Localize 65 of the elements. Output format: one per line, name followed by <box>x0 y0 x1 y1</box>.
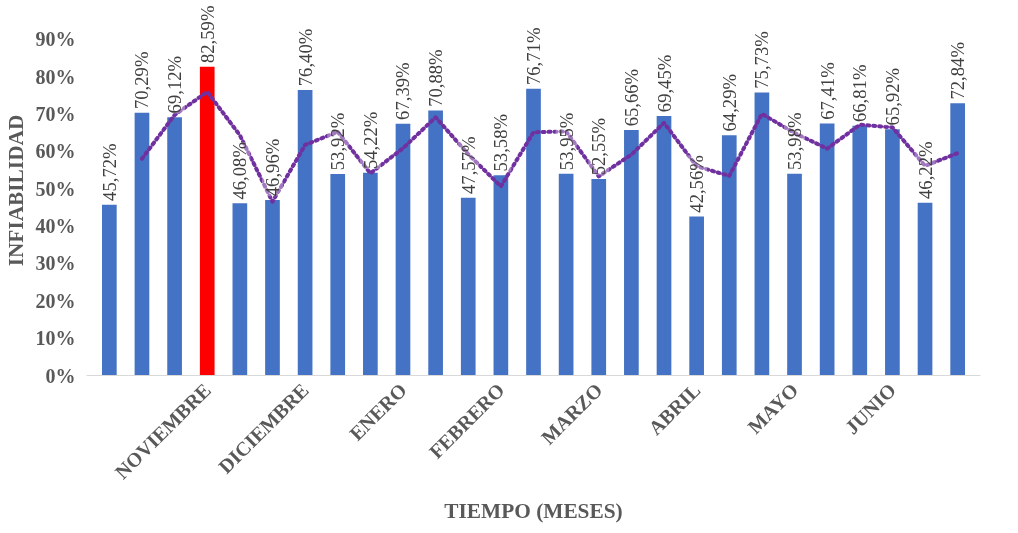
bar <box>689 216 704 376</box>
bar <box>460 197 476 376</box>
data-label: 45,72% <box>98 143 120 201</box>
data-label: 42,56% <box>686 155 708 213</box>
bar <box>656 115 672 376</box>
y-tick-label: 20% <box>35 289 76 312</box>
data-label: 53,58% <box>490 113 512 172</box>
data-label: 65,66% <box>620 68 642 127</box>
bar <box>558 173 574 376</box>
y-tick-label: 90% <box>35 28 76 51</box>
data-label: 75,73% <box>751 31 773 89</box>
bar <box>232 203 248 376</box>
bar <box>721 135 737 376</box>
bar <box>363 172 378 376</box>
y-tick-label: 40% <box>35 215 76 238</box>
data-label: 76,71% <box>523 27 544 86</box>
data-label: 47,57% <box>457 136 479 194</box>
data-label: 64,29% <box>718 73 740 132</box>
data-label: 69,45% <box>653 54 675 113</box>
y-tick-label: 50% <box>35 177 76 200</box>
bar <box>950 103 965 376</box>
bar <box>428 110 443 376</box>
data-label: 70,88% <box>425 49 447 107</box>
data-label: 46,22% <box>914 141 936 200</box>
bar <box>819 123 835 376</box>
bar <box>395 123 411 376</box>
y-tick-label: 0% <box>45 364 76 387</box>
bar <box>134 112 150 376</box>
y-tick-label: 80% <box>35 65 76 88</box>
data-label: 53,95% <box>555 112 577 171</box>
bar <box>624 130 639 376</box>
data-label: 67,41% <box>816 62 838 120</box>
y-axis-title: INFIABILIDAD <box>3 114 28 267</box>
data-label: 46,08% <box>229 142 251 200</box>
bar <box>852 125 868 376</box>
bar <box>787 173 802 376</box>
data-label: 53,92% <box>327 112 349 171</box>
bar <box>297 89 313 376</box>
x-axis-title: TIEMPO (MESES) <box>444 498 623 523</box>
bar <box>493 175 509 376</box>
data-label: 46,96% <box>261 138 283 197</box>
data-label: 53,98% <box>784 112 806 171</box>
y-tick-label: 30% <box>35 252 76 275</box>
bar <box>330 173 346 376</box>
bar <box>754 92 770 376</box>
bar <box>526 88 541 376</box>
bar <box>885 129 900 376</box>
data-label: 52,55% <box>588 117 610 176</box>
data-label: 54,22% <box>359 111 381 170</box>
data-label: 82,59% <box>196 5 218 64</box>
bar <box>167 117 182 376</box>
y-tick-label: 70% <box>35 102 76 125</box>
y-tick-label: 60% <box>35 140 76 163</box>
data-label: 70,29% <box>131 51 153 110</box>
bar <box>102 204 117 376</box>
bar <box>199 66 215 376</box>
data-label: 66,81% <box>849 64 871 123</box>
data-label: 76,40% <box>294 28 316 87</box>
y-tick-label: 10% <box>35 327 76 350</box>
data-label: 72,84% <box>947 42 969 100</box>
bar <box>917 202 933 376</box>
data-label: 65,92% <box>881 67 903 126</box>
data-label: 69,12% <box>164 55 186 114</box>
data-label: 67,39% <box>392 62 414 120</box>
bar <box>591 179 607 376</box>
